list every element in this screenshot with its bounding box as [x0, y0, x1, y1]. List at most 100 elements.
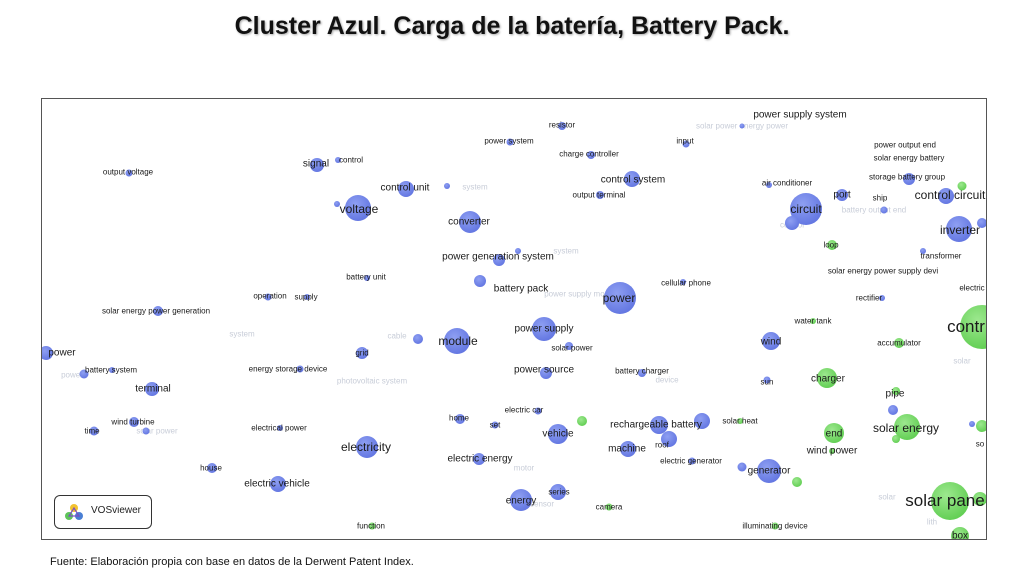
node-loop[interactable] — [827, 240, 837, 250]
node-series[interactable] — [550, 484, 566, 500]
node-module[interactable] — [444, 328, 470, 354]
node-power-generation-system-2[interactable] — [515, 248, 521, 254]
node-converter[interactable] — [459, 211, 481, 233]
node-so-2[interactable] — [976, 420, 986, 432]
node-inverter-2[interactable] — [977, 218, 986, 228]
node-voltage-2[interactable] — [334, 201, 340, 207]
node-left-power[interactable] — [42, 346, 53, 360]
node-cellular-phone[interactable] — [680, 279, 686, 285]
node-circuit-2[interactable] — [785, 216, 799, 230]
node-end[interactable] — [824, 423, 844, 443]
node-electric-generator[interactable] — [688, 457, 696, 465]
node-electric-energy[interactable] — [473, 453, 485, 465]
node-inverter[interactable] — [946, 216, 972, 242]
node-battery-pack[interactable] — [474, 275, 486, 287]
label-battery-system: battery system — [84, 365, 138, 375]
node-power[interactable] — [604, 282, 636, 314]
node-air-conditioner[interactable] — [766, 182, 772, 188]
node-operation[interactable] — [264, 293, 272, 301]
label-rectifier: rectifier — [855, 293, 883, 303]
node-time[interactable] — [89, 426, 99, 436]
node-rectifier[interactable] — [879, 295, 885, 301]
node-power-generation-system[interactable] — [493, 254, 505, 266]
node-battery-charger[interactable] — [638, 369, 646, 377]
node-electric-vehicle[interactable] — [270, 476, 286, 492]
node-control-system[interactable] — [624, 171, 640, 187]
node-output-terminal[interactable] — [596, 191, 604, 199]
node-control-unit[interactable] — [398, 181, 414, 197]
node-set[interactable] — [491, 421, 499, 429]
node-battery-system-2[interactable] — [109, 367, 115, 373]
node-transformer[interactable] — [920, 248, 926, 254]
node-input[interactable] — [682, 140, 690, 148]
node-generator-2[interactable] — [737, 462, 747, 472]
label-battery-unit: battery unit — [346, 272, 386, 282]
node-illuminating-device[interactable] — [771, 522, 779, 530]
node-charger[interactable] — [817, 368, 837, 388]
node-pipe[interactable] — [892, 387, 900, 395]
node-battery-system[interactable] — [79, 369, 89, 379]
label-home: home — [448, 413, 470, 423]
node-power-supply-system[interactable] — [739, 123, 745, 129]
node-green-3[interactable] — [792, 477, 802, 487]
label-so: so — [975, 439, 985, 449]
node-sun[interactable] — [763, 376, 771, 384]
node-electrical-power[interactable] — [277, 425, 283, 431]
node-supply[interactable] — [304, 294, 310, 300]
label-camera: camera — [595, 502, 623, 512]
node-wind-power[interactable] — [829, 448, 835, 454]
node-control[interactable] — [335, 157, 341, 163]
node-charge-controller[interactable] — [587, 151, 595, 159]
node-power-system[interactable] — [506, 138, 514, 146]
faint-label: power — [61, 370, 83, 380]
node-electric-car[interactable] — [534, 407, 542, 415]
node-solar-energy-2[interactable] — [892, 435, 900, 443]
node-roof[interactable] — [661, 431, 677, 447]
node-energy[interactable] — [510, 489, 532, 511]
node-output-voltage[interactable] — [125, 169, 133, 177]
node-accumulator[interactable] — [894, 338, 904, 348]
faint-label: device — [655, 375, 679, 385]
node-rechargeable-battery[interactable] — [650, 416, 668, 434]
node-house[interactable] — [207, 463, 217, 473]
node-grid[interactable] — [356, 347, 368, 359]
node-storage-battery-group[interactable] — [903, 173, 915, 185]
node-wind-turbine-2[interactable] — [142, 427, 150, 435]
node-rechargeable-battery-2[interactable] — [694, 413, 710, 429]
node-solar-heat[interactable] — [737, 418, 743, 424]
node-solar-pane-2[interactable] — [973, 492, 986, 506]
node-ship[interactable] — [880, 206, 888, 214]
node-solar-pane[interactable] — [931, 482, 969, 520]
node-electricity[interactable] — [356, 436, 378, 458]
node-machine[interactable] — [620, 441, 636, 457]
node-camera[interactable] — [605, 503, 613, 511]
vosviewer-network-map[interactable]: system system photovoltaic system system… — [41, 98, 987, 540]
node-energy-storage-device[interactable] — [296, 365, 304, 373]
node-power-supply[interactable] — [532, 317, 556, 341]
node-port[interactable] — [836, 189, 848, 201]
node-resistor[interactable] — [558, 122, 566, 130]
node-wind[interactable] — [762, 332, 780, 350]
node-wind-turbine[interactable] — [129, 417, 139, 427]
node-green-2[interactable] — [577, 416, 587, 426]
node-solar-energy-power-generation[interactable] — [153, 306, 163, 316]
node-solar-power[interactable] — [565, 342, 573, 350]
node-generator[interactable] — [757, 459, 781, 483]
node-voltage[interactable] — [345, 195, 371, 221]
node-battery-unit[interactable] — [364, 275, 370, 281]
node-water-tank[interactable] — [810, 318, 816, 324]
node-pipe-2[interactable] — [888, 405, 898, 415]
node-power-source[interactable] — [540, 367, 552, 379]
node-control-circuit[interactable] — [938, 188, 954, 204]
node-function[interactable] — [368, 522, 376, 530]
node-control-unit-2[interactable] — [444, 183, 450, 189]
node-vehicle[interactable] — [548, 424, 568, 444]
node-box[interactable] — [951, 527, 969, 539]
node-module-2[interactable] — [413, 334, 423, 344]
node-green-1[interactable] — [957, 181, 967, 191]
node-signal[interactable] — [310, 158, 324, 172]
node-terminal[interactable] — [145, 382, 159, 396]
node-so[interactable] — [969, 421, 975, 427]
node-home[interactable] — [455, 414, 465, 424]
faint-label: motor — [513, 463, 535, 473]
